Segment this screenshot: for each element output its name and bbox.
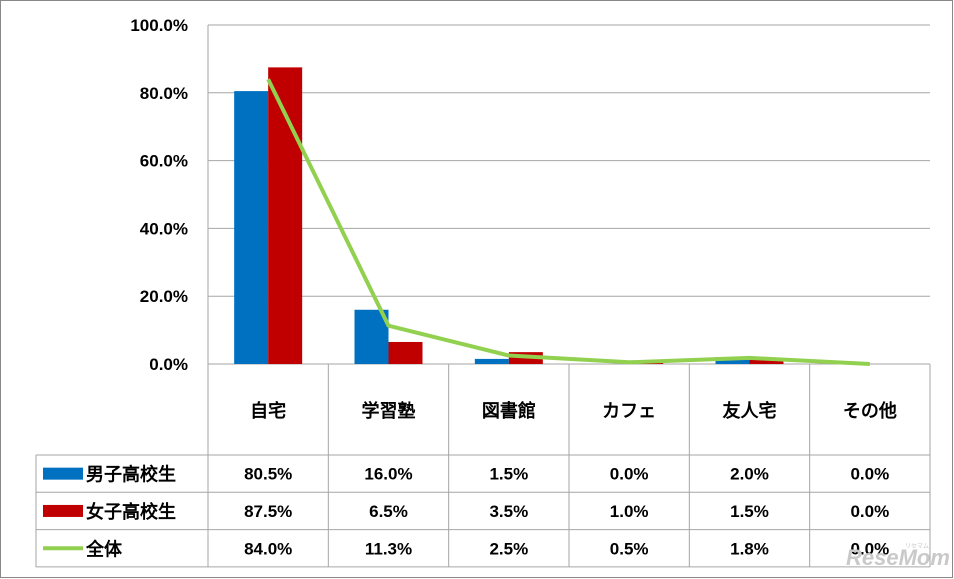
bar-1-4	[749, 358, 784, 364]
data-label: 1.0%	[610, 502, 649, 521]
category-label: カフェ	[602, 401, 656, 422]
data-label: 87.5%	[244, 502, 292, 521]
data-label: 2.0%	[730, 465, 769, 484]
y-tick-label: 60.0%	[140, 152, 188, 171]
category-label: その他	[843, 400, 897, 422]
data-label: 6.5%	[369, 502, 408, 521]
watermark: ReseMom リセマム	[846, 543, 950, 570]
bar-0-0	[234, 91, 269, 364]
category-label: 自宅	[250, 400, 286, 422]
data-label: 0.0%	[610, 465, 649, 484]
bar-0-1	[354, 309, 389, 364]
y-tick-label: 40.0%	[140, 219, 188, 238]
series-name: 女子高校生	[86, 501, 176, 523]
legend-key-1	[43, 504, 83, 517]
y-tick-label: 20.0%	[140, 287, 188, 306]
data-label: 1.8%	[730, 539, 769, 558]
data-label: 2.5%	[489, 539, 528, 558]
bar-1-1	[388, 341, 423, 364]
category-label: 学習塾	[362, 400, 416, 422]
data-label: 1.5%	[730, 502, 769, 521]
category-label: 図書館	[482, 400, 536, 422]
bars	[234, 67, 784, 364]
data-label: 0.0%	[850, 502, 889, 521]
line-series-2	[266, 78, 870, 366]
data-label: 84.0%	[244, 539, 292, 558]
y-tick-label: 80.0%	[140, 84, 188, 103]
y-tick-label: 100.0%	[130, 16, 188, 35]
data-label: 80.5%	[244, 465, 292, 484]
data-label: 0.5%	[610, 539, 649, 558]
watermark-text: ReseMom	[846, 545, 950, 570]
legend-key-0	[43, 467, 83, 480]
data-label: 1.5%	[489, 465, 528, 484]
series-name: 男子高校生	[86, 464, 176, 486]
data-label: 16.0%	[364, 465, 412, 484]
bar-0-2	[474, 358, 509, 364]
watermark-sub: リセマム	[905, 543, 929, 550]
data-label: 0.0%	[850, 465, 889, 484]
bar-0-4	[715, 357, 750, 364]
series-name: 全体	[85, 538, 123, 560]
y-tick-label: 0.0%	[149, 355, 188, 374]
data-label: 0.0%	[850, 539, 889, 558]
data-label: 3.5%	[489, 502, 528, 521]
data-label: 11.3%	[365, 539, 412, 558]
total-line	[266, 78, 870, 366]
category-label: 友人宅	[723, 400, 777, 422]
y-axis: 0.0% 20.0% 40.0% 60.0% 80.0% 100.0%	[130, 16, 209, 374]
